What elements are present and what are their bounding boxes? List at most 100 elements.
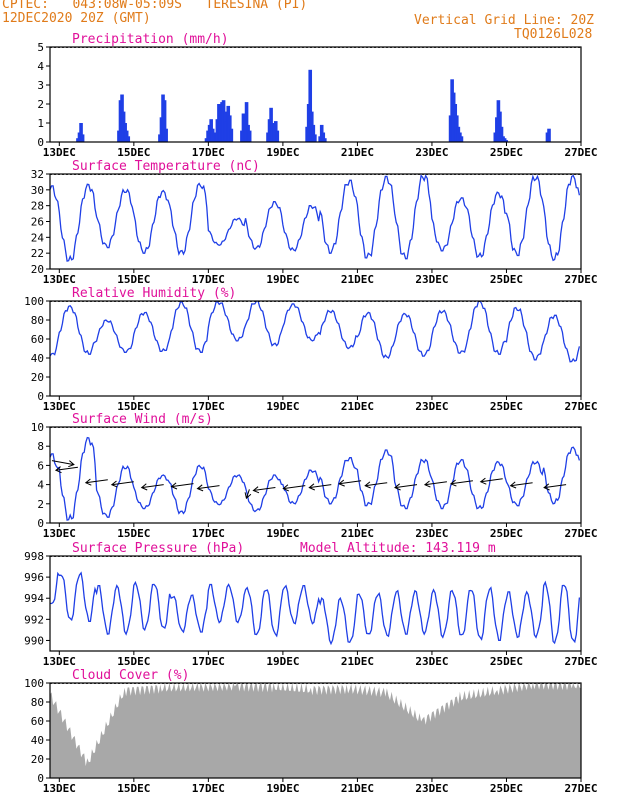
x-tick-label: 13DEC: [43, 655, 76, 668]
x-tick-label: 13DEC: [43, 782, 76, 795]
x-tick-label: 17DEC: [192, 782, 225, 795]
y-tick-label: 40: [31, 734, 44, 747]
series-line: [50, 301, 581, 363]
precip-bar: [504, 140, 508, 142]
wind-arrow: [308, 483, 332, 491]
x-tick-label: 27DEC: [564, 527, 597, 540]
y-tick-label: 60: [31, 715, 44, 728]
y-tick-label: 998: [24, 550, 44, 563]
y-tick-label: 8: [37, 440, 44, 453]
y-tick-label: 22: [31, 247, 44, 260]
x-tick-label: 27DEC: [564, 655, 597, 668]
x-tick-label: 17DEC: [192, 400, 225, 413]
x-tick-label: 17DEC: [192, 146, 225, 159]
y-tick-label: 100: [24, 295, 44, 308]
precip-bar: [313, 134, 317, 142]
precip-bar: [308, 69, 313, 142]
y-tick-label: 3: [37, 79, 44, 92]
x-tick-label: 23DEC: [415, 527, 448, 540]
x-tick-label: 27DEC: [564, 400, 597, 413]
x-tick-label: 19DEC: [266, 527, 299, 540]
precip-bar: [244, 102, 249, 142]
panel-frame: [49, 173, 582, 270]
y-tick-label: 5: [37, 41, 44, 54]
wind-arrow: [110, 480, 134, 488]
wind-arrow: [364, 481, 388, 489]
y-tick-label: 40: [31, 352, 44, 365]
y-tick-label: 2: [37, 98, 44, 111]
x-tick-label: 13DEC: [43, 146, 76, 159]
y-tick-label: 1: [37, 117, 44, 130]
precip-bar: [126, 136, 131, 142]
x-tick-label: 13DEC: [43, 527, 76, 540]
panel-title: Surface Temperature (nC): [72, 159, 260, 174]
x-tick-label: 19DEC: [266, 782, 299, 795]
x-tick-label: 25DEC: [490, 527, 523, 540]
precip-bar: [162, 100, 167, 142]
panel-3: [46, 426, 582, 527]
precip-bar: [229, 128, 234, 142]
series-line: [50, 174, 581, 262]
precip-bar: [275, 130, 280, 142]
panel-title: Cloud Cover (%): [72, 668, 189, 683]
wind-arrow: [252, 486, 276, 494]
precip-bar: [459, 136, 464, 142]
y-tick-label: 100: [24, 677, 44, 690]
wind-arrow: [170, 482, 194, 490]
wind-arrow: [140, 483, 164, 491]
panel-title: Relative Humidity (%): [72, 286, 236, 301]
precip-bar: [79, 123, 83, 142]
y-tick-label: 80: [31, 696, 44, 709]
wind-arrow: [196, 484, 220, 492]
y-tick-label: 32: [31, 168, 44, 181]
panel-5: [46, 682, 582, 782]
precip-bar: [210, 128, 215, 142]
header-grid-line: Vertical Grid Line: 20Z: [414, 13, 595, 28]
y-tick-label: 4: [37, 479, 44, 492]
panel-frame: [49, 555, 582, 652]
y-tick-label: 20: [31, 753, 44, 766]
x-tick-label: 13DEC: [43, 400, 76, 413]
precip-bar: [247, 130, 252, 142]
x-tick-label: 15DEC: [117, 146, 150, 159]
wind-arrow: [54, 466, 78, 474]
x-tick-label: 27DEC: [564, 146, 597, 159]
x-tick-label: 21DEC: [341, 273, 374, 286]
panel-frame: [49, 682, 582, 779]
wind-arrow: [479, 477, 503, 485]
x-tick-label: 25DEC: [490, 400, 523, 413]
y-tick-label: 0: [37, 772, 44, 785]
y-tick-label: 6: [37, 459, 44, 472]
header-code: TQ0126L028: [514, 27, 593, 42]
x-tick-label: 21DEC: [341, 400, 374, 413]
precip-bar: [499, 126, 504, 142]
cloud-area: [50, 683, 581, 778]
x-tick-label: 13DEC: [43, 273, 76, 286]
x-tick-label: 19DEC: [266, 146, 299, 159]
header-location: CPTEC: 043:08W-05:09S TERESINA (PI): [2, 0, 308, 12]
y-tick-label: 2: [37, 498, 44, 511]
x-tick-label: 25DEC: [490, 655, 523, 668]
y-tick-label: 20: [31, 371, 44, 384]
precip-bar: [547, 128, 551, 142]
precip-bar: [311, 124, 316, 142]
y-tick-label: 60: [31, 333, 44, 346]
panel-frame: [49, 46, 582, 143]
y-tick-label: 994: [24, 592, 44, 605]
x-tick-label: 15DEC: [117, 527, 150, 540]
x-tick-label: 17DEC: [192, 527, 225, 540]
y-tick-label: 996: [24, 571, 44, 584]
precip-bar: [164, 128, 168, 142]
y-tick-label: 30: [31, 184, 44, 197]
panel-4: [46, 555, 582, 655]
y-tick-label: 0: [37, 517, 44, 530]
y-tick-label: 20: [31, 263, 44, 276]
x-tick-label: 21DEC: [341, 146, 374, 159]
wind-arrow: [84, 478, 108, 486]
y-tick-label: 992: [24, 613, 44, 626]
y-tick-label: 24: [31, 231, 45, 244]
x-tick-label: 15DEC: [117, 273, 150, 286]
wind-arrow: [449, 479, 473, 487]
panel-2: [46, 300, 582, 400]
